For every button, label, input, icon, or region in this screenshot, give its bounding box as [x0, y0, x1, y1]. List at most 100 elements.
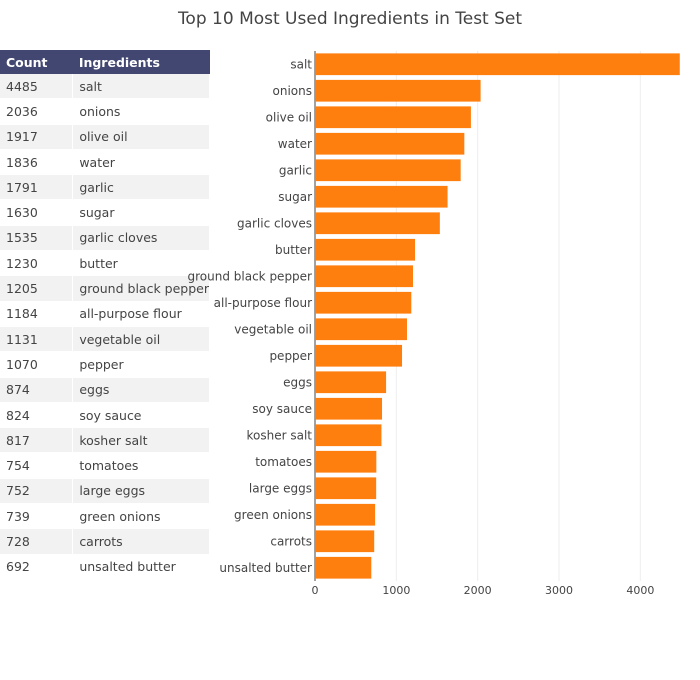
- y-tick-label: onions: [273, 84, 312, 98]
- count-cell: 1230: [0, 250, 74, 277]
- y-tick-label: ground black pepper: [188, 269, 313, 283]
- ingredient-cell: eggs: [72, 377, 210, 403]
- y-tick-label: water: [278, 137, 312, 151]
- ingredient-cell: unsalted butter: [72, 554, 210, 580]
- count-cell: 1917: [0, 124, 74, 150]
- bars: [315, 53, 680, 579]
- bar[interactable]: [315, 291, 412, 314]
- table-row: 1836 water: [0, 149, 210, 176]
- bar[interactable]: [315, 185, 448, 208]
- ingredient-cell: carrots: [72, 528, 210, 555]
- bar[interactable]: [315, 424, 382, 447]
- y-tick-label: butter: [275, 243, 312, 257]
- table-body: 4485 salt 2036 onions 1917 olive oil 1836 water…: [0, 74, 210, 580]
- bar[interactable]: [315, 132, 465, 155]
- y-tick-label: unsalted butter: [219, 561, 312, 575]
- bar[interactable]: [315, 106, 471, 129]
- y-tick-label: kosher salt: [247, 428, 313, 442]
- table-row: 2036 onions: [0, 98, 210, 125]
- bar[interactable]: [315, 371, 387, 394]
- bar[interactable]: [315, 503, 376, 526]
- ingredient-cell: garlic: [72, 174, 210, 201]
- table-row: 692 unsalted butter: [0, 554, 210, 580]
- y-tick-label: tomatoes: [255, 455, 312, 469]
- count-cell: 1535: [0, 225, 74, 252]
- count-cell: 817: [0, 427, 74, 454]
- bar[interactable]: [315, 265, 414, 288]
- y-tick-label: pepper: [269, 349, 312, 363]
- count-cell: 824: [0, 402, 74, 429]
- ingredient-cell: garlic cloves: [72, 225, 210, 252]
- table-row: 1630 sugar: [0, 199, 210, 226]
- chart-title: Top 10 Most Used Ingredients in Test Set: [177, 9, 523, 29]
- bar[interactable]: [315, 477, 377, 500]
- ingredient-cell: salt: [72, 74, 210, 100]
- ingredient-cell: butter: [72, 250, 210, 277]
- count-cell: 1630: [0, 199, 74, 226]
- table-row: 1184 all-purpose flour: [0, 301, 210, 327]
- bar[interactable]: [315, 212, 440, 235]
- bar[interactable]: [315, 159, 461, 182]
- table-row: 1535 garlic cloves: [0, 225, 210, 252]
- bar[interactable]: [315, 530, 375, 553]
- x-tick-label: 3000: [545, 584, 573, 597]
- x-tick-label: 2000: [464, 584, 492, 597]
- ingredient-cell: all-purpose flour: [72, 301, 210, 327]
- count-cell: 1205: [0, 275, 74, 302]
- ingredient-cell: large eggs: [72, 478, 210, 505]
- ingredient-cell: soy sauce: [72, 402, 210, 429]
- bar[interactable]: [315, 344, 403, 367]
- ingredient-cell: onions: [72, 98, 210, 125]
- table-row: 1205 ground black pepper: [0, 275, 210, 302]
- y-tick-label: all-purpose flour: [214, 296, 312, 310]
- y-tick-label: soy sauce: [252, 402, 312, 416]
- count-cell: 1791: [0, 174, 74, 201]
- x-tick-labels: 0 1000 2000 3000 4000: [312, 584, 655, 597]
- count-cell: 1070: [0, 351, 74, 378]
- x-tick-label: 1000: [382, 584, 410, 597]
- count-cell: 1131: [0, 326, 74, 353]
- table-row: 754 tomatoes: [0, 452, 210, 479]
- ingredient-cell: tomatoes: [72, 452, 210, 479]
- count-cell: 1836: [0, 149, 74, 176]
- count-cell: 754: [0, 452, 74, 479]
- y-tick-label: green onions: [234, 508, 312, 522]
- x-tick-label: 0: [312, 584, 319, 597]
- table-row: 4485 salt: [0, 74, 210, 100]
- y-tick-label: garlic: [279, 163, 312, 177]
- count-cell: 874: [0, 377, 74, 403]
- table-row: 1917 olive oil: [0, 124, 210, 150]
- y-tick-label: salt: [290, 57, 312, 71]
- bar[interactable]: [315, 79, 481, 102]
- ingredient-cell: water: [72, 149, 210, 176]
- table-row: 824 soy sauce: [0, 402, 210, 429]
- grid-lines: [314, 51, 641, 581]
- y-tick-label: olive oil: [266, 110, 312, 124]
- ingredient-cell: kosher salt: [72, 427, 210, 454]
- bar[interactable]: [315, 238, 416, 261]
- ingredients-header[interactable]: Ingredients: [72, 50, 210, 74]
- bar[interactable]: [315, 53, 680, 76]
- count-cell: 2036: [0, 98, 74, 125]
- bar[interactable]: [315, 318, 407, 341]
- bar[interactable]: [315, 556, 372, 579]
- table-row: 1791 garlic: [0, 174, 210, 201]
- count-cell: 739: [0, 503, 74, 530]
- ingredient-cell: pepper: [72, 351, 210, 378]
- count-header[interactable]: Count: [0, 50, 73, 74]
- count-cell: 752: [0, 478, 74, 505]
- y-tick-label: carrots: [270, 534, 312, 548]
- count-cell: 728: [0, 528, 74, 555]
- table-row: 874 eggs: [0, 377, 210, 403]
- table-row: 1070 pepper: [0, 351, 210, 378]
- count-cell: 692: [0, 554, 74, 580]
- y-tick-label: garlic cloves: [237, 216, 312, 230]
- table-row: 739 green onions: [0, 503, 210, 530]
- y-tick-label: vegetable oil: [234, 322, 312, 336]
- ingredient-cell: olive oil: [72, 124, 210, 150]
- table-row: 1230 butter: [0, 250, 210, 277]
- bar[interactable]: [315, 450, 377, 473]
- bar[interactable]: [315, 397, 383, 420]
- table-row: 1131 vegetable oil: [0, 326, 210, 353]
